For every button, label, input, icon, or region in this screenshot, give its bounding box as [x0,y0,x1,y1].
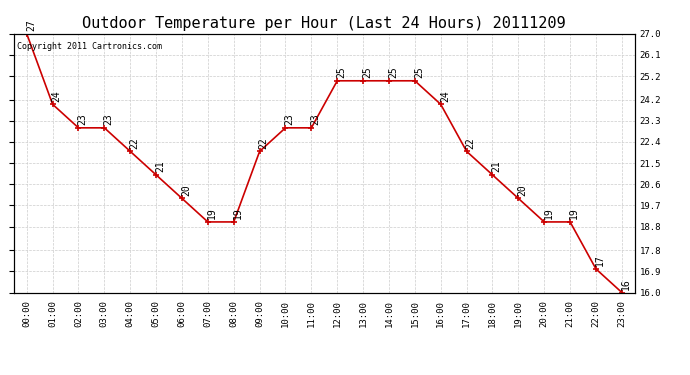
Text: 22: 22 [130,137,139,148]
Text: 25: 25 [414,66,424,78]
Text: 25: 25 [337,66,346,78]
Text: 23: 23 [104,113,114,125]
Title: Outdoor Temperature per Hour (Last 24 Hours) 20111209: Outdoor Temperature per Hour (Last 24 Ho… [83,16,566,31]
Text: 27: 27 [26,19,36,31]
Text: 21: 21 [492,160,502,172]
Text: 20: 20 [181,184,191,196]
Text: Copyright 2011 Cartronics.com: Copyright 2011 Cartronics.com [17,42,162,51]
Text: 17: 17 [595,255,605,266]
Text: 19: 19 [207,207,217,219]
Text: 23: 23 [78,113,88,125]
Text: 19: 19 [544,207,553,219]
Text: 19: 19 [569,207,580,219]
Text: 23: 23 [285,113,295,125]
Text: 16: 16 [621,278,631,290]
Text: 21: 21 [155,160,166,172]
Text: 25: 25 [388,66,398,78]
Text: 22: 22 [466,137,476,148]
Text: 19: 19 [233,207,243,219]
Text: 23: 23 [310,113,321,125]
Text: 25: 25 [362,66,373,78]
Text: 24: 24 [52,90,62,102]
Text: 20: 20 [518,184,528,196]
Text: 22: 22 [259,137,269,148]
Text: 24: 24 [440,90,450,102]
